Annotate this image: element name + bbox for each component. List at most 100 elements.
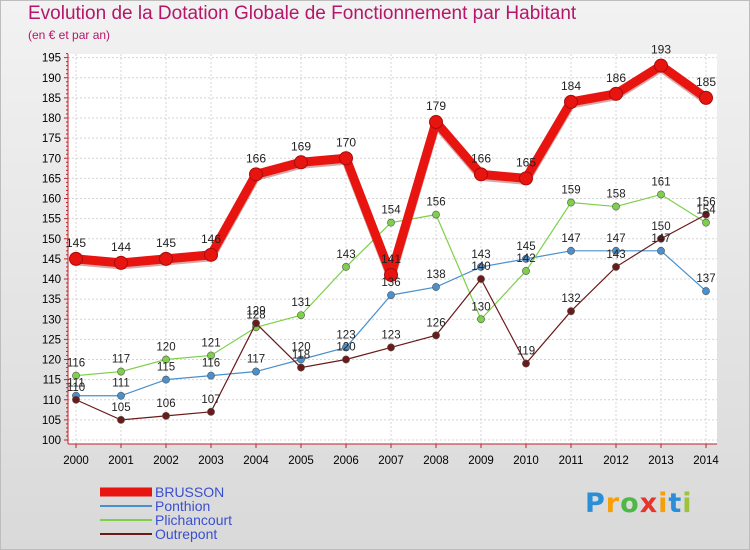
data-point	[609, 86, 623, 101]
data-point	[657, 190, 665, 199]
y-tick-label: 135	[42, 294, 61, 306]
data-label: 147	[561, 233, 580, 245]
data-label: 156	[696, 197, 715, 209]
y-tick-label: 185	[42, 93, 61, 105]
data-label: 118	[292, 350, 310, 362]
legend-item-brusson: BRUSSON	[100, 484, 224, 500]
series-brusson	[69, 58, 713, 282]
data-point	[342, 263, 350, 271]
y-tick-label: 195	[42, 53, 61, 65]
data-point	[342, 355, 350, 364]
data-point	[477, 275, 485, 283]
data-point	[117, 391, 125, 400]
legend-label: Plichancourt	[155, 512, 232, 528]
y-tick-label: 125	[42, 334, 61, 346]
data-label: 107	[201, 394, 220, 406]
data-label: 143	[606, 249, 625, 261]
data-label: 116	[202, 358, 220, 370]
data-label: 145	[516, 241, 535, 253]
x-tick-label: 2005	[288, 455, 314, 467]
data-label: 150	[651, 221, 670, 233]
data-label: 117	[112, 354, 130, 366]
data-label: 117	[247, 354, 265, 366]
logo-letter: x	[639, 488, 659, 519]
data-label: 119	[517, 346, 535, 358]
data-point	[342, 343, 350, 352]
logo-letter: P	[585, 488, 606, 519]
data-point	[702, 218, 710, 227]
data-point	[162, 411, 170, 420]
data-label: 169	[291, 139, 311, 153]
data-label: 147	[606, 233, 625, 245]
legend-item-outrepont: Outrepont	[100, 526, 217, 542]
data-label: 166	[246, 151, 266, 165]
y-tick-label: 175	[42, 133, 61, 145]
data-point	[297, 363, 305, 372]
data-label: 154	[696, 205, 716, 217]
logo-letter: i	[682, 488, 693, 519]
data-point	[117, 415, 125, 424]
data-point	[429, 115, 443, 130]
data-label: 141	[381, 252, 401, 266]
data-label: 128	[246, 309, 265, 321]
data-point	[702, 287, 710, 295]
data-point	[117, 367, 125, 376]
y-tick-label: 180	[42, 113, 61, 125]
data-label: 145	[156, 236, 176, 250]
data-point	[207, 371, 215, 380]
data-point	[657, 234, 665, 243]
data-label: 123	[381, 329, 400, 341]
data-label: 193	[651, 43, 671, 57]
y-tick-label: 170	[42, 153, 61, 165]
data-point	[657, 246, 665, 255]
x-tick-label: 2013	[648, 455, 674, 467]
data-point	[432, 283, 440, 291]
x-tick-label: 2010	[513, 455, 539, 467]
data-label: 156	[426, 197, 445, 209]
data-point	[699, 90, 713, 105]
data-point	[702, 210, 710, 219]
y-tick-label: 120	[42, 355, 61, 367]
data-point	[252, 367, 260, 376]
data-label: 136	[381, 277, 400, 289]
x-tick-label: 2007	[378, 455, 404, 467]
y-tick-label: 190	[42, 73, 61, 85]
y-tick-label: 140	[42, 274, 61, 286]
logo-letter: t	[668, 488, 683, 519]
data-label: 120	[291, 342, 310, 354]
data-point	[432, 210, 440, 219]
data-point	[207, 407, 215, 416]
x-tick-label: 2009	[468, 455, 494, 467]
data-label: 111	[67, 378, 84, 390]
legend-item-ponthion: Ponthion	[100, 498, 210, 514]
data-point	[519, 171, 533, 186]
data-label: 166	[471, 151, 491, 165]
logo-letter: o	[620, 488, 640, 519]
x-tick-label: 2008	[423, 455, 449, 467]
x-tick-label: 2011	[559, 455, 584, 467]
data-label: 129	[246, 305, 265, 317]
data-point	[567, 246, 575, 255]
y-tick-label: 145	[42, 254, 61, 266]
data-point	[387, 218, 395, 227]
x-tick-label: 2001	[108, 455, 134, 467]
data-point	[654, 58, 668, 73]
data-label: 131	[291, 297, 310, 309]
data-label: 111	[112, 378, 129, 390]
data-point	[522, 267, 530, 275]
data-label: 120	[336, 342, 355, 354]
data-point	[567, 198, 575, 207]
data-point	[612, 202, 620, 211]
legend-label: Outrepont	[155, 526, 217, 542]
data-point	[297, 311, 305, 320]
data-label: 161	[651, 176, 670, 188]
x-tick-label: 2012	[603, 455, 629, 467]
data-point	[432, 331, 440, 340]
data-label: 143	[336, 249, 355, 261]
y-tick-label: 155	[42, 214, 61, 226]
data-label: 146	[201, 232, 221, 246]
data-label: 132	[561, 293, 580, 305]
